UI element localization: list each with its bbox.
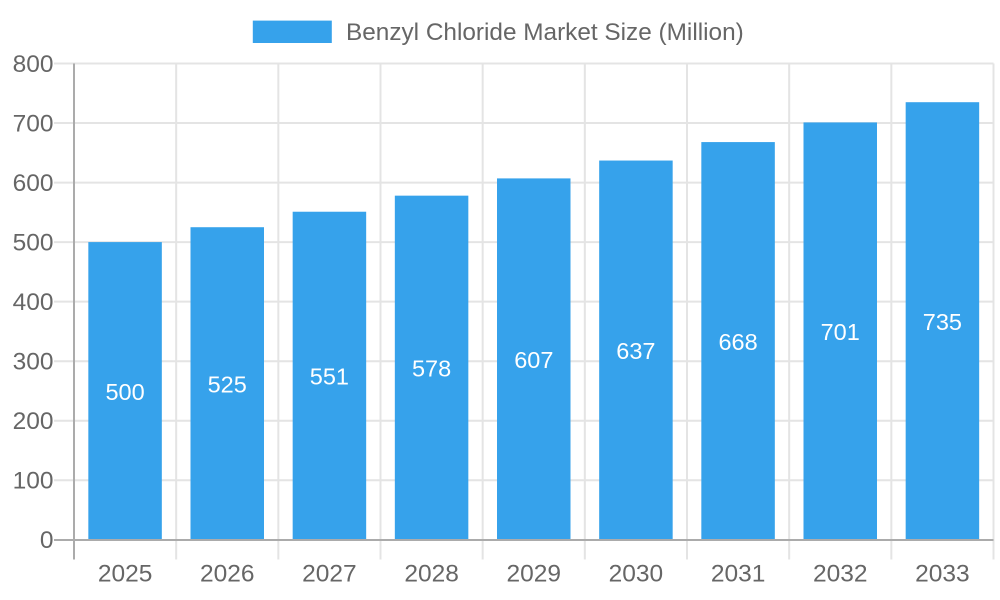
svg-text:668: 668 <box>718 329 757 355</box>
svg-text:700: 700 <box>13 111 54 138</box>
svg-text:2026: 2026 <box>200 561 255 588</box>
svg-text:551: 551 <box>310 364 349 390</box>
svg-text:800: 800 <box>13 51 54 78</box>
svg-text:2032: 2032 <box>813 561 868 588</box>
svg-text:0: 0 <box>40 527 54 554</box>
svg-text:637: 637 <box>616 338 655 364</box>
svg-text:2028: 2028 <box>404 561 459 588</box>
svg-text:300: 300 <box>13 349 54 376</box>
svg-text:701: 701 <box>821 319 860 345</box>
svg-text:500: 500 <box>13 230 54 257</box>
svg-text:600: 600 <box>13 170 54 197</box>
svg-text:Benzyl Chloride Market Size (M: Benzyl Chloride Market Size (Million) <box>346 19 744 46</box>
svg-text:607: 607 <box>514 347 553 373</box>
svg-text:2025: 2025 <box>98 561 153 588</box>
svg-text:200: 200 <box>13 408 54 435</box>
svg-text:400: 400 <box>13 289 54 316</box>
svg-text:2027: 2027 <box>302 561 357 588</box>
svg-text:578: 578 <box>412 356 451 382</box>
svg-text:2033: 2033 <box>915 561 970 588</box>
svg-text:2029: 2029 <box>507 561 562 588</box>
svg-text:100: 100 <box>13 468 54 495</box>
svg-text:525: 525 <box>208 371 247 397</box>
svg-text:2031: 2031 <box>711 561 766 588</box>
svg-text:735: 735 <box>923 309 962 335</box>
svg-text:2030: 2030 <box>609 561 664 588</box>
svg-text:500: 500 <box>105 379 144 405</box>
